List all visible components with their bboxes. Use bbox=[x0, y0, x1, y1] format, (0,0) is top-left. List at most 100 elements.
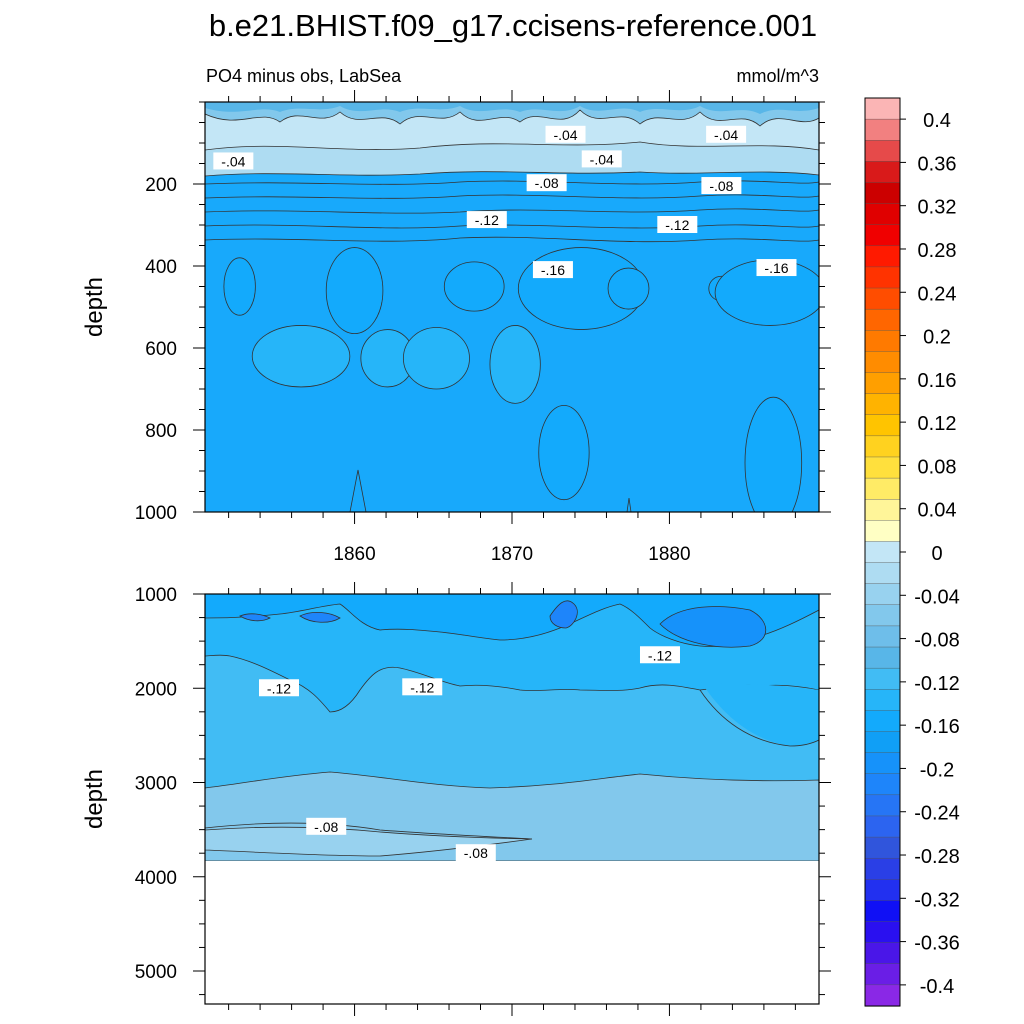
colorbar-cell bbox=[864, 308, 901, 331]
lower-contour bbox=[699, 689, 819, 747]
lower-contour-label-text: -.08 bbox=[464, 845, 488, 861]
lower-panel: 1000 2000 3000 4000 5000 -.12 -.12 -.12 -.08 -.0… bbox=[81, 582, 831, 1016]
colorbar-tick-label: -0.08 bbox=[914, 630, 960, 652]
colorbar-cell bbox=[864, 393, 901, 416]
upper-contour-label: -.16 bbox=[532, 261, 573, 279]
lower-contour-label: -.12 bbox=[639, 646, 680, 664]
colorbar-tick-label: 0.04 bbox=[918, 500, 957, 522]
lower-contour bbox=[205, 822, 533, 840]
upper-contour-label-text: -.04 bbox=[221, 153, 245, 169]
colorbar-cell bbox=[864, 541, 901, 564]
upper-anomaly-patch bbox=[325, 247, 384, 335]
colorbar-cell bbox=[864, 815, 901, 838]
colorbar-tick-label: 0 bbox=[931, 543, 942, 565]
upper-deep-contour bbox=[205, 194, 819, 199]
colorbar-tick-label: -0.4 bbox=[920, 976, 954, 998]
lower-contour-label-bg bbox=[306, 817, 347, 835]
colorbar-tick-label: -0.32 bbox=[914, 889, 960, 911]
colorbar-tick-label: 0.12 bbox=[918, 413, 957, 435]
lower-contour-label-bg bbox=[639, 646, 680, 664]
lower-y-tick-label: 3000 bbox=[135, 774, 177, 795]
upper-contour-label-bg bbox=[581, 150, 622, 168]
colorbar-cell bbox=[864, 921, 901, 944]
upper-contour-label-text: -.04 bbox=[590, 151, 614, 167]
upper-anomaly-patch bbox=[251, 325, 351, 388]
colorbar-cell bbox=[864, 583, 901, 606]
colorbar-cell bbox=[864, 604, 901, 627]
colorbar-cell bbox=[864, 351, 901, 374]
colorbar-tick-label: 0.28 bbox=[918, 240, 957, 262]
upper-contour-label-bg bbox=[706, 125, 747, 143]
upper-y-tick-label: 1000 bbox=[135, 503, 177, 524]
colorbar-cell bbox=[864, 456, 901, 479]
colorbar-tick-label: 0.4 bbox=[923, 110, 951, 132]
colorbar-cell bbox=[864, 520, 901, 543]
lower-y-axis-label: depth bbox=[81, 769, 108, 829]
lower-contour-label: -.12 bbox=[258, 679, 299, 697]
lower-y-tick-label: 2000 bbox=[135, 679, 177, 700]
lower-contour-label: -.12 bbox=[402, 678, 443, 696]
upper-anomaly-patch bbox=[489, 325, 541, 404]
upper-contour-label-bg bbox=[526, 174, 567, 192]
upper-deep-contour bbox=[205, 208, 819, 214]
colorbar-cell bbox=[864, 731, 901, 754]
colorbar-cell bbox=[864, 161, 901, 184]
upper-x-tick-label: 1860 bbox=[333, 544, 375, 565]
colorbar-cell bbox=[864, 435, 901, 458]
colorbar-cell bbox=[864, 625, 901, 648]
colorbar-cell bbox=[864, 97, 901, 120]
lower-contour-label-text: -.12 bbox=[410, 679, 434, 695]
colorbar-cell bbox=[864, 689, 901, 711]
colorbar-tick-label: 0.2 bbox=[923, 327, 951, 349]
upper-anomaly-patch bbox=[538, 404, 590, 501]
units-label: mmol/m^3 bbox=[737, 66, 819, 86]
upper-contour-label: -.04 bbox=[545, 125, 586, 143]
lower-zone bbox=[205, 594, 819, 660]
upper-contour-label-bg bbox=[466, 211, 507, 229]
lower-y-tick-label: 4000 bbox=[135, 868, 177, 889]
upper-deep-contour bbox=[205, 224, 819, 229]
lower-contour-label: -.08 bbox=[306, 817, 347, 835]
upper-contour-label-text: -.08 bbox=[535, 175, 559, 191]
colorbar-cell bbox=[864, 203, 901, 226]
upper-contour-label: -.04 bbox=[706, 125, 747, 143]
lower-zone bbox=[205, 787, 819, 864]
lower-plot-area bbox=[205, 594, 819, 1004]
colorbar-tick-label: 0.08 bbox=[918, 456, 957, 478]
colorbar-cell bbox=[864, 752, 901, 775]
colorbar-cell bbox=[864, 562, 901, 585]
colorbar-cell bbox=[864, 963, 901, 986]
upper-contour-label: -.04 bbox=[581, 150, 622, 168]
upper-deep-contour bbox=[626, 497, 632, 512]
lower-core-patch bbox=[299, 612, 341, 623]
colorbar-cell bbox=[864, 245, 901, 268]
upper-deep-contour bbox=[349, 469, 367, 512]
upper-contour-label-text: -.12 bbox=[665, 217, 689, 233]
upper-surface-cores bbox=[205, 102, 819, 114]
lower-y-tick-label: 1000 bbox=[135, 585, 177, 606]
lower-contour-label-text: -.12 bbox=[267, 680, 291, 696]
upper-y-tick-label: 400 bbox=[145, 257, 177, 278]
colorbar-tick-label: -0.16 bbox=[914, 716, 960, 738]
upper-contour-label-bg bbox=[657, 216, 698, 233]
colorbar-cell bbox=[864, 710, 901, 733]
upper-contour-label-text: -.04 bbox=[714, 127, 738, 143]
upper-contour-label-text: -.04 bbox=[553, 127, 577, 143]
upper-contour-label-text: -.08 bbox=[709, 178, 733, 194]
colorbar-cell bbox=[864, 773, 901, 796]
upper-contour-label-bg bbox=[213, 152, 254, 170]
colorbar-cell bbox=[864, 372, 901, 395]
lower-contour-label-bg bbox=[258, 679, 299, 697]
lower-contour-label: -.08 bbox=[455, 844, 496, 862]
colorbar-cell bbox=[864, 879, 901, 902]
upper-x-tick-label: 1880 bbox=[648, 544, 690, 565]
colorbar-tick-label: -0.36 bbox=[914, 933, 960, 955]
upper-y-tick-label: 800 bbox=[145, 421, 177, 442]
upper-contour-label-bg bbox=[532, 261, 573, 279]
upper-anomaly-patch bbox=[443, 261, 505, 312]
colorbar: 0.4 0.36 0.32 0.28 0.24 0.2 0.16 0.12 0.08 0.04 0 -… bbox=[864, 97, 960, 1007]
colorbar-tick-label: 0.32 bbox=[918, 197, 957, 219]
chart-subtitle: PO4 minus obs, LabSea bbox=[206, 66, 402, 86]
lower-contour-label-bg bbox=[402, 678, 443, 696]
